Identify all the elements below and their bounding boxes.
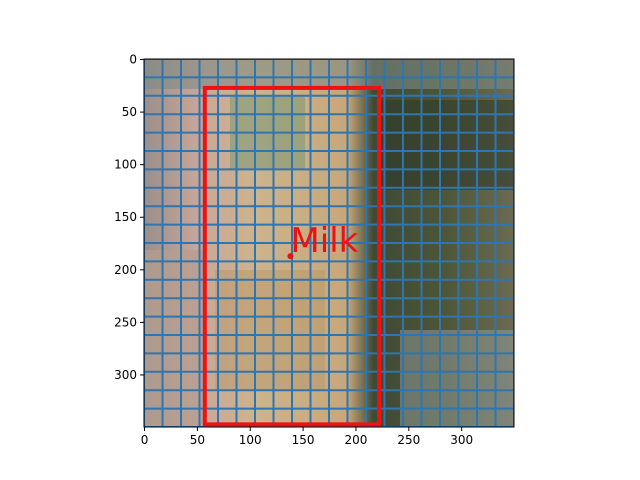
x-tick-label: 250 — [397, 433, 420, 447]
x-tick-label: 0 — [141, 433, 149, 447]
grid — [144, 59, 514, 427]
x-tick-label: 150 — [292, 433, 315, 447]
x-tick-label: 200 — [345, 433, 368, 447]
y-tick-label: 150 — [114, 210, 137, 224]
plot-area: Milk — [144, 59, 514, 427]
label: Milk — [290, 221, 358, 261]
y-tick-label: 300 — [114, 368, 137, 382]
point — [287, 253, 294, 260]
bounding-box — [202, 85, 382, 427]
y-tick-label: 50 — [122, 105, 137, 119]
y-tick-label: 0 — [129, 53, 137, 67]
x-tick-label: 100 — [239, 433, 262, 447]
x-tick-label: 300 — [450, 433, 473, 447]
x-tick-label: 50 — [190, 433, 205, 447]
axes-frame — [143, 58, 515, 428]
y-tick-label: 250 — [114, 315, 137, 329]
y-tick-label: 200 — [114, 263, 137, 277]
y-tick-label: 100 — [114, 158, 137, 172]
